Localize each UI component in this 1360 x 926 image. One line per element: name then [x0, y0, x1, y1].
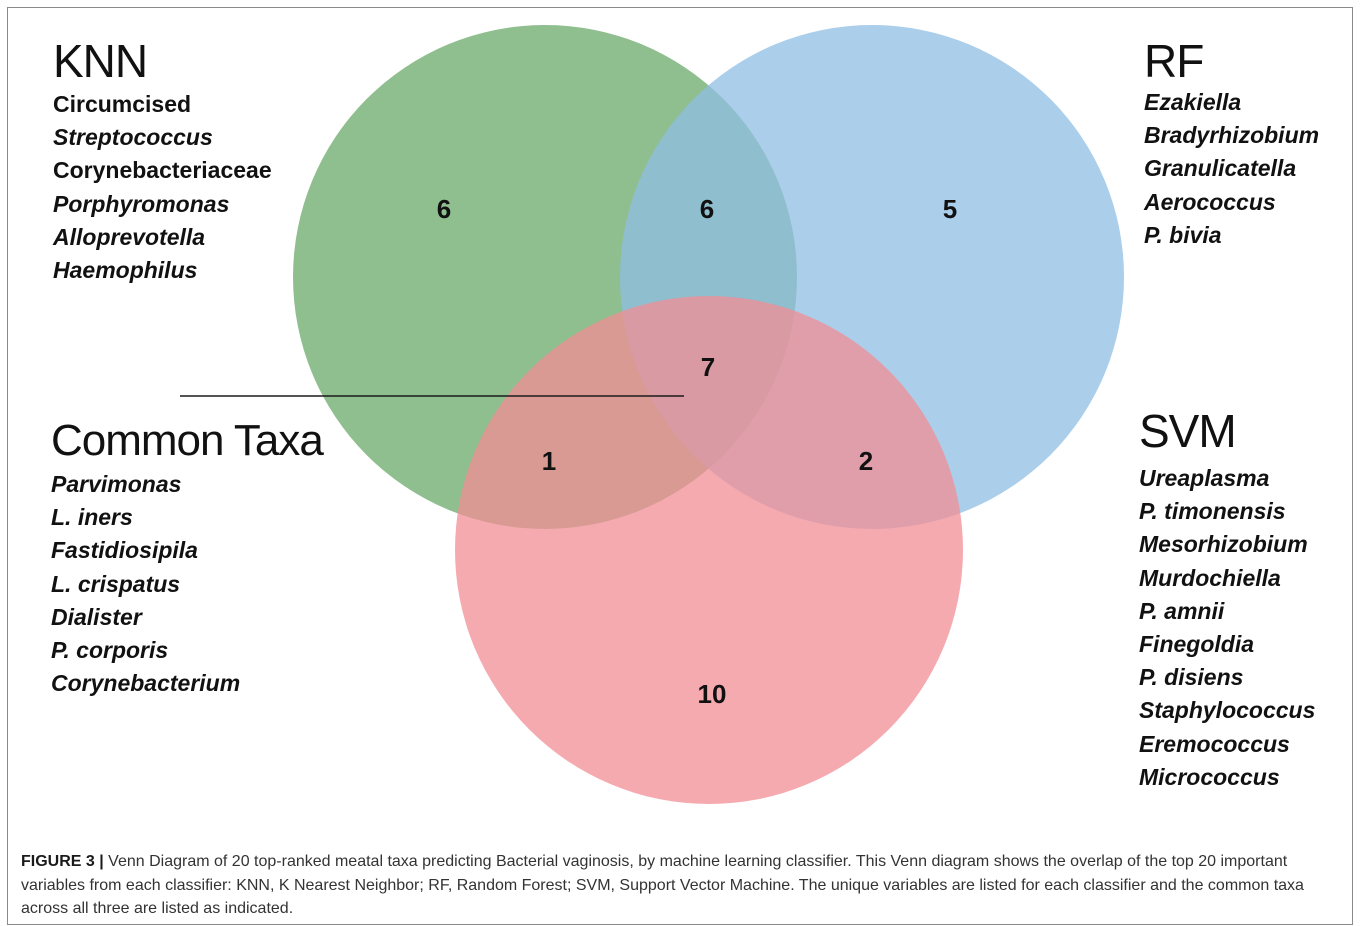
taxon-item: Mesorhizobium	[1139, 531, 1308, 558]
taxon-item: Parvimonas	[51, 471, 182, 497]
rf-title: RF	[1144, 35, 1204, 87]
taxon-item: P. corporis	[51, 637, 169, 664]
svm-taxa-list: Ureaplasma P. timonensis Mesorhizobium Murd…	[1139, 462, 1315, 794]
taxon-item: Granulicatella	[1144, 155, 1297, 182]
common-taxa-group: Common Taxa Parvimonas L. iners Fastidiosi…	[51, 416, 324, 700]
caption-text: Venn Diagram of 20 top-ranked meatal tax…	[21, 853, 1304, 917]
taxon-item: Eremococcus	[1139, 730, 1290, 757]
taxon-item: P. timonensis	[1139, 498, 1286, 525]
svm-title: SVM	[1139, 405, 1237, 457]
taxon-item: Corynebacteriaceae	[53, 157, 272, 184]
figure-label: FIGURE 3 |	[21, 853, 104, 870]
taxon-item: Ezakiella	[1144, 89, 1242, 115]
taxon-item: P. bivia	[1144, 221, 1222, 248]
region-count-rf-svm: 2	[859, 446, 873, 476]
taxon-item: Micrococcus	[1139, 763, 1280, 790]
region-count-svm-only: 10	[698, 679, 727, 709]
rf-group: RF Ezakiella Bradyrhizobium Granulicatella…	[1144, 38, 1319, 252]
region-count-knn-rf: 6	[700, 194, 714, 224]
figure-caption: FIGURE 3 | Venn Diagram of 20 top-ranked…	[21, 850, 1341, 921]
taxon-item: Finegoldia	[1139, 631, 1254, 658]
region-count-knn-only: 6	[437, 194, 451, 224]
figure-frame	[7, 7, 1353, 925]
taxon-item: Alloprevotella	[53, 223, 206, 250]
taxon-item: L. iners	[51, 504, 133, 531]
taxon-item: L. crispatus	[51, 570, 181, 597]
common-taxa-title: Common Taxa	[51, 416, 324, 465]
taxon-item: Fastidiosipila	[51, 537, 198, 564]
taxon-item: Dialister	[51, 603, 142, 630]
knn-group: KNN Circumcised Streptococcus Corynebacter…	[53, 38, 272, 287]
svm-group: SVM Ureaplasma P. timonensis Mesorhizobium…	[1139, 408, 1315, 794]
region-count-all-three: 7	[701, 352, 715, 382]
taxon-item: Bradyrhizobium	[1144, 122, 1320, 149]
region-count-knn-svm: 1	[542, 446, 556, 476]
taxon-item: Ureaplasma	[1139, 465, 1270, 491]
taxon-item: Staphylococcus	[1139, 697, 1316, 724]
taxon-item: P. disiens	[1139, 664, 1244, 691]
svm-circle	[455, 296, 963, 804]
taxon-item: Streptococcus	[53, 124, 213, 151]
region-count-rf-only: 5	[943, 194, 957, 224]
taxon-item: Circumcised	[53, 91, 192, 117]
taxon-item: Aerococcus	[1144, 188, 1276, 215]
knn-title: KNN	[53, 35, 148, 87]
taxon-item: Haemophilus	[53, 257, 198, 284]
taxon-item: Porphyromonas	[53, 190, 230, 217]
knn-taxa-list: Circumcised Streptococcus Corynebacteriace…	[53, 88, 272, 287]
taxon-item: P. amnii	[1139, 597, 1225, 624]
rf-taxa-list: Ezakiella Bradyrhizobium Granulicatella Aer…	[1144, 86, 1319, 252]
taxon-item: Murdochiella	[1139, 564, 1281, 591]
taxon-item: Corynebacterium	[51, 670, 241, 697]
common-taxa-list: Parvimonas L. iners Fastidiosipila L. crisp…	[51, 468, 323, 700]
